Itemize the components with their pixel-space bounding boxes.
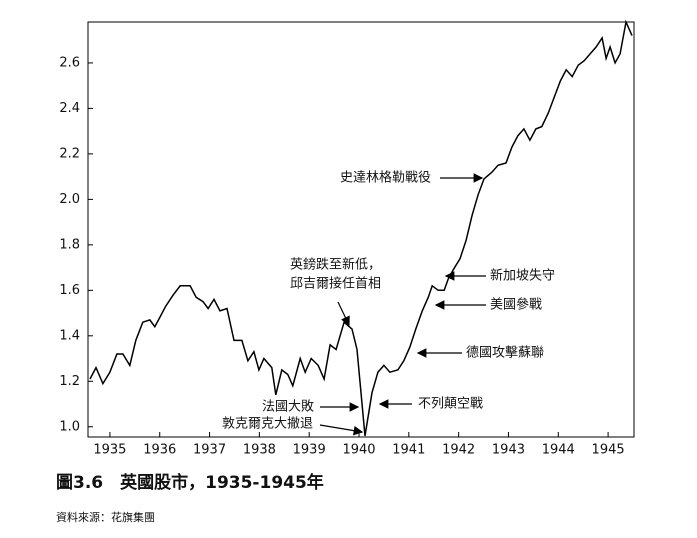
annotation: 法國大敗 [262, 400, 314, 415]
y-tick-label: 1.8 [59, 237, 80, 252]
y-tick-label: 2.4 [59, 101, 80, 116]
y-tick-label: 2.0 [59, 192, 80, 207]
y-tick-label: 1.4 [59, 328, 80, 343]
y-tick-label: 1.0 [59, 419, 80, 434]
x-tick-label: 1944 [542, 443, 575, 458]
annotation: 美國參戰 [490, 298, 542, 313]
x-tick-label: 1942 [442, 443, 475, 458]
data-line [89, 19, 633, 437]
y-tick-label: 1.6 [59, 283, 80, 298]
x-tick-label: 1941 [392, 443, 425, 458]
annotation: 邱吉爾接任首相 [290, 276, 381, 292]
arrow [319, 424, 364, 436]
annotation: 敦克爾克大撤退 [222, 416, 313, 432]
x-tick-label: 1940 [342, 443, 375, 458]
annotation: 新加坡失守 [490, 268, 555, 284]
y-tick-label: 2.6 [59, 55, 80, 70]
arrow [337, 301, 350, 327]
arrows [319, 173, 486, 436]
x-tick-label: 1937 [193, 443, 226, 458]
x-tick-label: 1936 [143, 443, 176, 458]
x-tick-label: 1943 [492, 443, 525, 458]
annotation: 不列顛空戰 [418, 397, 483, 412]
x-tick-label: 1945 [592, 443, 625, 458]
y-tick-label: 1.2 [59, 374, 80, 389]
annotation: 史達林格勒戰役 [340, 170, 431, 186]
plot-frame [87, 21, 635, 438]
annotation: 英鎊跌至新低， [290, 257, 381, 273]
caption-source: 資料來源：花旗集團 [56, 510, 155, 524]
annotation: 德國攻擊蘇聯 [466, 345, 544, 361]
x-tick-label: 1939 [293, 443, 326, 458]
x-tick-label: 1938 [243, 443, 276, 458]
x-tick-label: 1935 [93, 443, 126, 458]
y-tick-label: 2.2 [59, 146, 80, 161]
caption-title: 圖3.6 英國股市，1935-1945年 [56, 472, 324, 493]
